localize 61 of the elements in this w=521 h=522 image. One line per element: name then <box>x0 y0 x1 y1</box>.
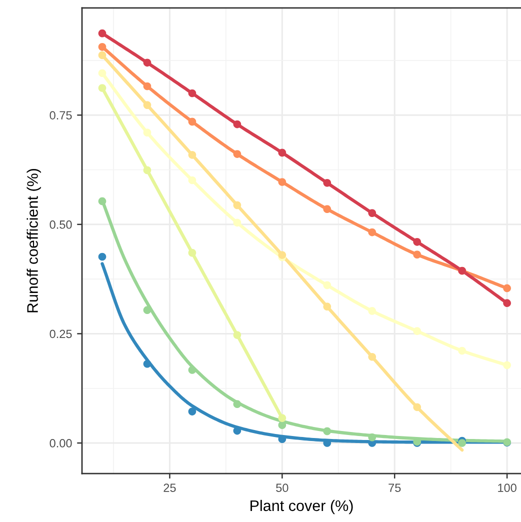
point <box>188 89 196 98</box>
point <box>323 302 332 311</box>
point <box>98 252 106 261</box>
point <box>143 306 152 314</box>
point <box>188 366 196 374</box>
point <box>278 178 286 186</box>
point <box>188 118 196 126</box>
point <box>413 327 422 336</box>
point <box>278 414 286 422</box>
point <box>413 250 422 258</box>
y-axis-title: Runoff coefficient (%) <box>26 168 41 312</box>
point <box>458 346 466 355</box>
point <box>188 176 196 184</box>
x-tick-label: 75 <box>388 484 401 492</box>
point <box>143 82 152 90</box>
point <box>233 218 242 227</box>
point <box>458 439 466 447</box>
y-tick-label: 0.00 <box>50 439 72 448</box>
point <box>503 361 511 370</box>
point <box>278 148 286 157</box>
point <box>278 251 286 259</box>
point <box>98 51 106 60</box>
point <box>143 128 152 137</box>
point <box>233 120 242 128</box>
point <box>188 248 196 257</box>
point <box>413 403 422 412</box>
x-tick-label: 25 <box>164 484 176 492</box>
point <box>368 209 376 217</box>
x-tick-label: 100 <box>498 484 516 492</box>
point <box>278 421 286 430</box>
point <box>368 228 376 236</box>
point <box>98 69 106 78</box>
point <box>233 201 242 210</box>
x-tick-label: 50 <box>276 484 288 492</box>
point <box>233 400 242 408</box>
point <box>503 284 511 292</box>
x-axis-title: Plant cover (%) <box>250 500 353 514</box>
point <box>323 427 332 436</box>
point <box>188 150 196 159</box>
point <box>233 331 242 339</box>
point <box>233 150 242 158</box>
point <box>323 178 332 187</box>
point <box>98 29 106 38</box>
point <box>413 238 422 246</box>
y-tick-label: 0.25 <box>50 330 72 338</box>
point <box>98 42 106 51</box>
point <box>368 307 376 315</box>
point <box>368 433 376 442</box>
point <box>143 58 152 67</box>
point <box>98 84 106 92</box>
point <box>143 166 152 174</box>
point <box>368 352 376 361</box>
point <box>323 205 332 214</box>
y-tick-label: 0.50 <box>50 220 72 229</box>
point <box>98 197 106 206</box>
point <box>143 101 152 109</box>
point <box>143 360 152 368</box>
point <box>503 299 511 308</box>
point <box>188 408 196 416</box>
y-tick-label: 0.75 <box>50 111 72 120</box>
point <box>323 281 332 290</box>
